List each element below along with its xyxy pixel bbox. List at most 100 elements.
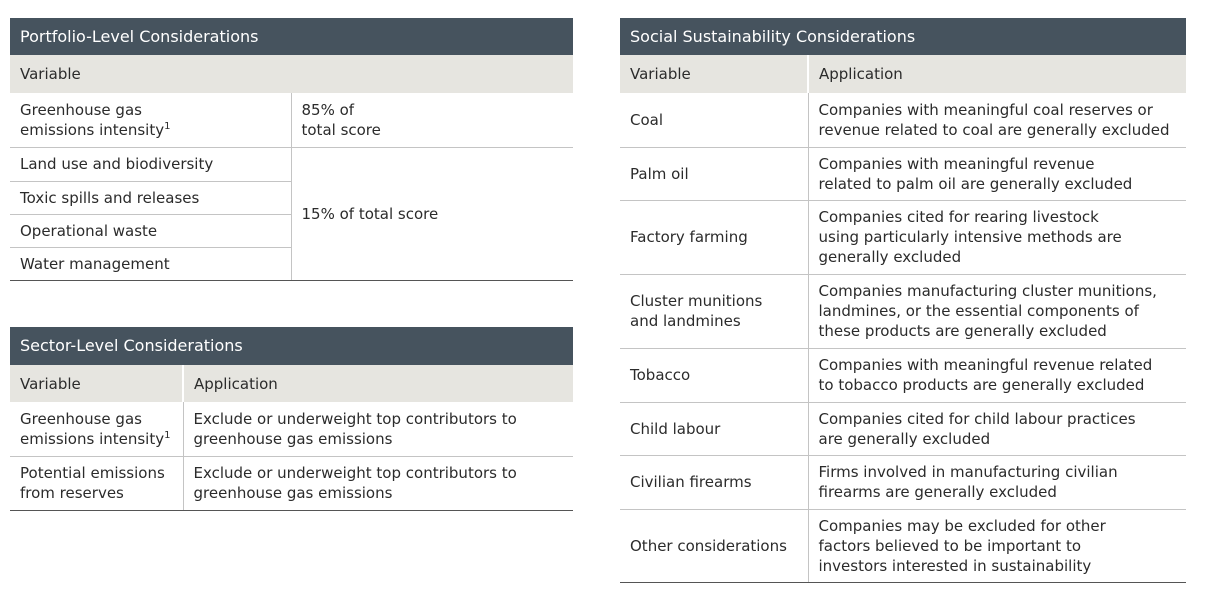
table-row: Land use and biodiversity 15% of total sc… bbox=[10, 147, 573, 281]
footnote-marker: 1 bbox=[164, 429, 171, 441]
text-line: from reserves bbox=[20, 484, 124, 502]
grouped-weight-cell: 15% of total score bbox=[290, 147, 573, 281]
text-line: firearms are generally excluded bbox=[818, 483, 1057, 501]
application-cell: Companies cited for rearing livestock usi… bbox=[807, 200, 1187, 275]
text-line: Companies with meaningful revenue relate… bbox=[818, 356, 1153, 374]
table: Sector-Level Considerations Variable Appli… bbox=[10, 327, 574, 511]
text-line: Companies may be excluded for other bbox=[818, 516, 1106, 535]
header-row: Variable Application bbox=[10, 365, 574, 402]
table-row: Water management bbox=[10, 247, 573, 281]
variable-cell: Factory farming bbox=[620, 200, 808, 275]
header-row: Variable bbox=[10, 55, 573, 93]
variable-cell: Water management bbox=[10, 247, 291, 281]
table-row: Civilian firearms Firms involved in manuf… bbox=[620, 455, 1187, 510]
table-row: Child labour Companies cited for child la… bbox=[620, 402, 1187, 456]
text-line: Palm oil bbox=[630, 164, 689, 183]
title-row: Social Sustainability Considerations bbox=[620, 18, 1187, 55]
text-line: greenhouse gas emissions bbox=[193, 484, 393, 502]
table: Portfolio-Level Considerations Variable Gr… bbox=[10, 18, 573, 281]
title-row: Portfolio-Level Considerations bbox=[10, 18, 573, 55]
variable-cell: Land use and biodiversity bbox=[10, 147, 291, 182]
column-header: Application bbox=[181, 365, 574, 402]
table-title: Sector-Level Considerations bbox=[20, 336, 243, 355]
text-line: Civilian firearms bbox=[630, 473, 752, 491]
variable-cell: Coal bbox=[620, 93, 808, 148]
table-row: Palm oil Companies with meaningful revenu… bbox=[620, 147, 1187, 201]
variable-cell: Other considerations bbox=[620, 509, 808, 583]
text-line: related to palm oil are generally exclud… bbox=[818, 174, 1133, 193]
text-line: greenhouse gas emissions bbox=[193, 429, 393, 448]
text-line: Cluster munitions bbox=[630, 292, 763, 310]
text-line: emissions intensity1 bbox=[20, 429, 171, 448]
text-line: Exclude or underweight top contributors … bbox=[193, 464, 517, 482]
text-line: Tobacco bbox=[630, 366, 691, 384]
weight-cell: 85% of total score bbox=[290, 93, 573, 148]
text-line: Child labour bbox=[630, 419, 721, 438]
column-header: Variable bbox=[20, 374, 81, 393]
variable-cell: Cluster munitions and landmines bbox=[620, 274, 808, 349]
variable-cell: Civilian firearms bbox=[620, 455, 808, 510]
variable-cell: Toxic spills and releases bbox=[10, 181, 291, 215]
text-line: Operational waste bbox=[20, 221, 158, 240]
application-cell: Companies with meaningful coal reserves … bbox=[807, 93, 1187, 148]
table-row: Cluster munitions and landmines Companies … bbox=[620, 274, 1187, 349]
column-header: Variable bbox=[630, 65, 691, 83]
column-header: Application bbox=[806, 55, 1187, 93]
text-line: Companies cited for rearing livestock bbox=[818, 208, 1099, 226]
text-line: Factory farming bbox=[630, 228, 748, 246]
text-line: Greenhouse gas bbox=[20, 409, 142, 428]
text-line: factors believed to be important to bbox=[818, 536, 1082, 555]
text-line: Coal bbox=[630, 110, 664, 129]
text-line: Companies with meaningful revenue bbox=[818, 154, 1095, 173]
header-row: Variable Application bbox=[620, 55, 1187, 93]
table-row: Toxic spills and releases bbox=[10, 181, 573, 215]
table: Social Sustainability Considerations Vari… bbox=[620, 18, 1187, 583]
text-line: landmines, or the essential components o… bbox=[818, 302, 1139, 320]
table-row: Factory farming Companies cited for reari… bbox=[620, 200, 1187, 275]
text-line: Water management bbox=[20, 254, 170, 273]
text-line: these products are generally excluded bbox=[818, 322, 1107, 340]
application-cell: Exclude or underweight top contributors … bbox=[182, 456, 574, 511]
variable-cell: Palm oil bbox=[620, 147, 808, 201]
text-line: emissions intensity1 bbox=[20, 120, 171, 139]
text-line: are generally excluded bbox=[818, 429, 991, 448]
text-line: Land use and biodiversity bbox=[20, 155, 214, 173]
table-row: Coal Companies with meaningful coal reser… bbox=[620, 93, 1187, 148]
table-row: Potential emissions from reserves Exclude … bbox=[10, 456, 574, 511]
text-line: Companies manufacturing cluster munition… bbox=[818, 282, 1157, 300]
text-line: Firms involved in manufacturing civilian bbox=[818, 463, 1118, 481]
variable-cell: Greenhouse gas emissions intensity1 bbox=[10, 402, 183, 457]
text-line: Exclude or underweight top contributors … bbox=[193, 409, 517, 428]
table-row: Other considerations Companies may be exc… bbox=[620, 509, 1187, 583]
variable-cell: Child labour bbox=[620, 402, 808, 456]
table-row: Greenhouse gas emissions intensity1 Exclud… bbox=[10, 402, 574, 457]
text-line: to tobacco products are generally exclud… bbox=[818, 376, 1145, 394]
application-cell: Companies cited for child labour practic… bbox=[807, 402, 1187, 456]
variable-cell: Tobacco bbox=[620, 348, 808, 403]
text-line: and landmines bbox=[630, 312, 741, 330]
text-line: Toxic spills and releases bbox=[20, 188, 200, 207]
variable-cell: Potential emissions from reserves bbox=[10, 456, 183, 511]
application-cell: Companies with meaningful revenue related… bbox=[807, 147, 1187, 201]
text-line: Companies with meaningful coal reserves … bbox=[818, 100, 1153, 119]
application-cell: Companies manufacturing cluster munition… bbox=[807, 274, 1187, 349]
application-cell: Exclude or underweight top contributors … bbox=[182, 402, 574, 457]
table-row: Operational waste bbox=[10, 214, 573, 248]
text-line: Other considerations bbox=[630, 536, 787, 555]
table-title: Portfolio-Level Considerations bbox=[20, 26, 259, 46]
table-title: Social Sustainability Considerations bbox=[630, 26, 916, 46]
application-cell: Companies may be excluded for other facto… bbox=[807, 509, 1187, 583]
variable-cell: Operational waste bbox=[10, 214, 291, 248]
text-line: Greenhouse gas bbox=[20, 100, 142, 119]
text-line: Companies cited for child labour practic… bbox=[818, 409, 1136, 428]
text-line: Potential emissions bbox=[20, 464, 165, 482]
text-line: total score bbox=[301, 120, 381, 139]
application-cell: Companies with meaningful revenue relate… bbox=[807, 348, 1187, 403]
table-row: Tobacco Companies with meaningful revenue… bbox=[620, 348, 1187, 403]
text-line: using particularly intensive methods are bbox=[818, 228, 1122, 246]
table-row: Greenhouse gas emissions intensity1 85% of… bbox=[10, 93, 573, 148]
variable-cell: Greenhouse gas emissions intensity1 bbox=[10, 93, 291, 148]
column-header: Variable bbox=[20, 65, 81, 83]
application-cell: Firms involved in manufacturing civilian… bbox=[807, 455, 1187, 510]
